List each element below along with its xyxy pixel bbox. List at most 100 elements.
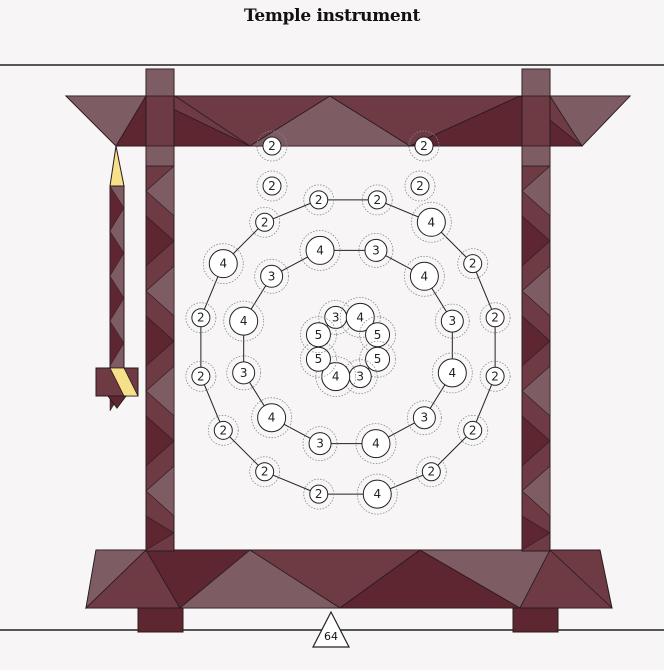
gong-halo <box>479 360 511 392</box>
gong-disc <box>309 484 329 504</box>
gong-halo <box>185 302 217 334</box>
inner-gong[interactable]: 4 <box>339 297 381 338</box>
gong-disc <box>367 190 387 210</box>
outer-edge <box>430 429 474 473</box>
gong-value: 3 <box>332 310 340 324</box>
gong-value: 4 <box>373 487 381 501</box>
gong-value: 5 <box>374 328 382 342</box>
middle-gong[interactable]: 3 <box>406 400 442 436</box>
gong-halo <box>185 360 217 392</box>
gong-value: 2 <box>428 465 436 479</box>
gong-disc <box>257 403 287 433</box>
gong-halo <box>315 356 357 397</box>
gong-disc <box>305 322 331 348</box>
score-value: 64 <box>324 630 338 643</box>
gong-value: 2 <box>420 139 428 153</box>
post-facet <box>145 315 175 367</box>
gong-value: 4 <box>428 215 436 229</box>
gong-halo <box>356 473 398 515</box>
gong-halo <box>254 258 290 294</box>
mallet-icon[interactable] <box>95 145 139 412</box>
inner-gong[interactable]: 5 <box>300 316 337 354</box>
gong-value: 2 <box>219 423 227 437</box>
outer-gong[interactable]: 2 <box>185 302 217 334</box>
middle-gong[interactable]: 3 <box>254 258 290 294</box>
post-facet <box>521 215 551 267</box>
gong-halo <box>226 355 262 391</box>
gong-value: 2 <box>268 179 276 193</box>
post-facet <box>521 515 551 551</box>
middle-gong[interactable]: 4 <box>431 352 473 394</box>
gong-disc <box>409 261 439 291</box>
gong-disc <box>463 254 483 274</box>
middle-gong[interactable]: 3 <box>434 303 470 339</box>
gong-disc <box>308 432 332 456</box>
gong-halo <box>415 456 447 488</box>
outer-edge <box>472 263 496 318</box>
outer-gong[interactable]: 2 <box>479 302 511 334</box>
middle-gong[interactable]: 3 <box>226 355 262 391</box>
outer-gong[interactable]: 2 <box>249 206 281 238</box>
gong-disc <box>463 420 483 440</box>
outer-gong[interactable]: 4 <box>410 201 452 243</box>
top-gong[interactable]: 2 <box>256 170 288 202</box>
outer-gong[interactable]: 2 <box>479 360 511 392</box>
gong-disc <box>229 306 259 336</box>
gong-disc <box>305 235 335 265</box>
post-cap <box>521 68 551 97</box>
gong-disc <box>410 176 430 196</box>
ring-connections <box>200 199 496 495</box>
outer-edge <box>472 376 496 431</box>
middle-gong[interactable]: 4 <box>251 397 293 439</box>
gong-value: 3 <box>268 269 276 283</box>
middle-gong[interactable]: 3 <box>302 426 338 461</box>
middle-gong[interactable]: 4 <box>403 255 445 297</box>
gong-value: 4 <box>332 370 340 384</box>
post-facet <box>145 515 175 551</box>
gong-disc <box>485 308 505 328</box>
gong-halo <box>408 130 440 162</box>
gong-halo <box>361 184 393 216</box>
gong-disc <box>255 462 275 482</box>
outer-gong[interactable]: 2 <box>185 360 217 392</box>
inner-gong[interactable]: 3 <box>342 359 378 394</box>
outer-gong[interactable]: 2 <box>207 414 239 446</box>
gong-disc <box>414 136 434 156</box>
top-gong[interactable]: 2 <box>408 130 440 162</box>
gong-halo <box>457 248 489 280</box>
outer-gong[interactable]: 2 <box>457 248 489 280</box>
gong-halo <box>300 316 337 354</box>
middle-gong[interactable]: 4 <box>299 230 341 271</box>
gong-value: 2 <box>315 193 323 207</box>
gong-halo <box>223 300 265 342</box>
gong-halo <box>358 233 394 268</box>
gong-halo <box>355 423 397 464</box>
outer-gong[interactable]: 4 <box>356 473 398 515</box>
gong-value: 5 <box>374 352 382 366</box>
post-facet <box>145 465 175 517</box>
outer-gong[interactable]: 2 <box>361 184 393 216</box>
outer-gong[interactable]: 2 <box>249 456 281 488</box>
gong-halo <box>403 255 445 297</box>
post-facet <box>145 165 175 217</box>
gong-disc <box>208 249 238 279</box>
outer-gong[interactable]: 4 <box>202 243 244 285</box>
gong-value: 3 <box>421 411 429 425</box>
outer-gong[interactable]: 2 <box>457 414 489 446</box>
gong-halo <box>303 478 335 510</box>
outer-gong[interactable]: 2 <box>303 184 335 216</box>
outer-gong[interactable]: 2 <box>303 478 335 510</box>
outer-gong[interactable]: 2 <box>415 456 447 488</box>
triangle-icon <box>312 610 350 648</box>
gong-disc <box>213 420 233 440</box>
gong-value: 5 <box>315 352 323 366</box>
top-gong[interactable]: 2 <box>256 130 288 162</box>
middle-gong[interactable]: 4 <box>223 300 265 342</box>
mallet-head-band <box>109 367 139 397</box>
middle-gong[interactable]: 3 <box>358 233 394 268</box>
middle-gong[interactable]: 4 <box>355 423 397 464</box>
puzzle-title: Temple instrument <box>243 6 421 26</box>
top-gong[interactable]: 2 <box>404 170 436 202</box>
gong-disc <box>255 212 275 232</box>
